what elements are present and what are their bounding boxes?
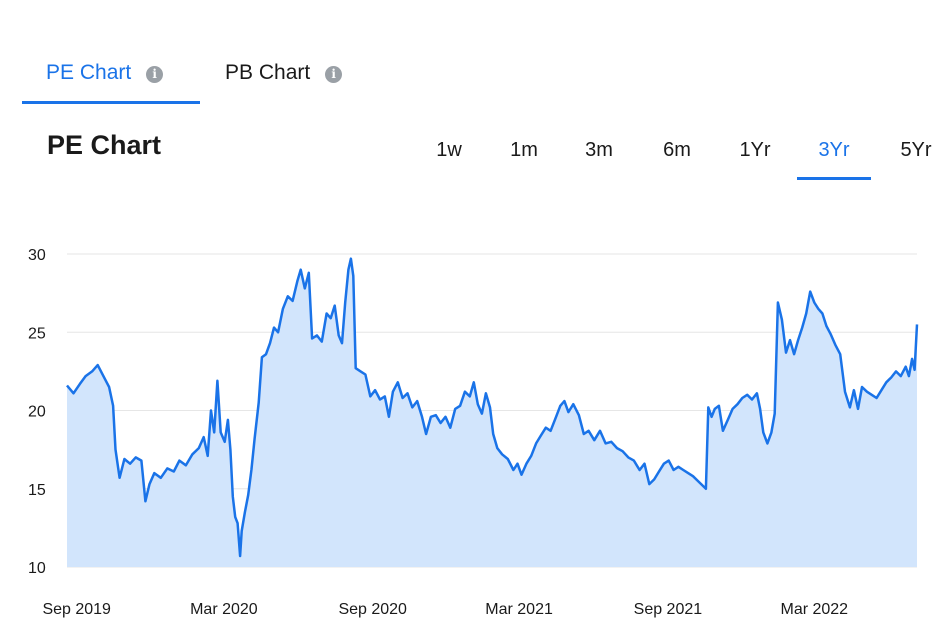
range-button-1w[interactable]: 1w [436, 138, 462, 161]
y-tick-label: 25 [28, 325, 46, 342]
active-range-underline [797, 177, 871, 180]
pe-area-chart: 10 15 20 25 30 Sep 2019 Mar 2020 Sep 2020 Mar 20… [28, 247, 919, 618]
pe-series-line [66, 257, 919, 558]
pe-area-fill [67, 258, 917, 567]
page-title: PE Chart [47, 130, 162, 160]
range-button-3m[interactable]: 3m [585, 138, 613, 161]
x-tick-label: Sep 2021 [634, 601, 703, 618]
y-tick-label: 20 [28, 404, 46, 421]
tab-pe-chart[interactable]: PE Chart i [22, 56, 200, 104]
y-tick-label: 10 [28, 560, 46, 577]
active-tab-underline [22, 101, 200, 104]
x-tick-label: Sep 2019 [42, 601, 111, 618]
tab-pb-chart[interactable]: PB Chart i [225, 56, 385, 104]
info-icon[interactable]: i [325, 65, 343, 83]
range-button-1m[interactable]: 1m [510, 138, 538, 161]
range-button-5yr[interactable]: 5Yr [900, 138, 932, 161]
time-range-selector: 1w 1m 3m 6m 1Yr 3Yr 5Yr [412, 128, 943, 184]
tab-pe-chart-label: PE Chart [46, 61, 132, 84]
x-tick-label: Mar 2022 [780, 601, 848, 618]
y-tick-label: 30 [28, 247, 46, 264]
range-button-1yr[interactable]: 1Yr [739, 138, 771, 161]
x-tick-label: Sep 2020 [338, 601, 407, 618]
chart-tabs: PE Chart i PB Chart i [22, 48, 422, 104]
x-tick-label: Mar 2020 [190, 601, 258, 618]
range-button-3yr[interactable]: 3Yr [818, 138, 850, 161]
range-button-6m[interactable]: 6m [663, 138, 691, 161]
x-tick-label: Mar 2021 [485, 601, 553, 618]
info-icon[interactable]: i [146, 65, 164, 83]
tab-pb-chart-label: PB Chart [225, 61, 311, 84]
y-tick-label: 15 [28, 482, 46, 499]
